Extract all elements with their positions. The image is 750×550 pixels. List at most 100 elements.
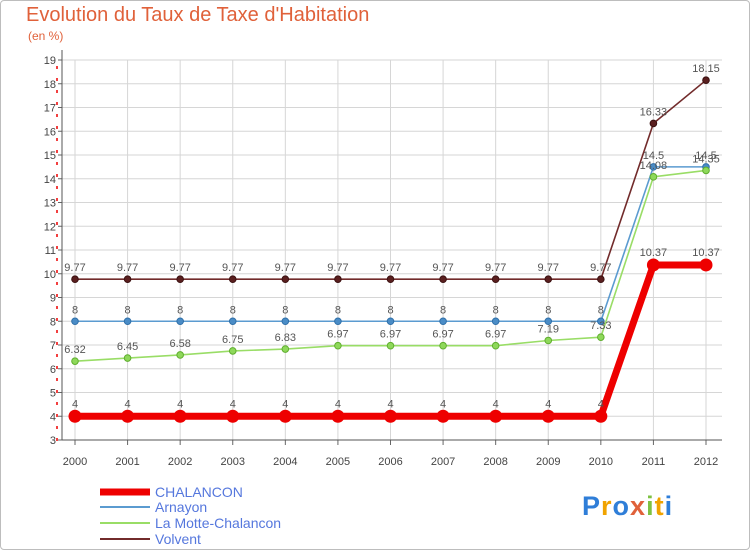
data-point-arnayon — [544, 317, 553, 326]
x-tick-label: 2004 — [273, 456, 297, 468]
x-tick-label: 2001 — [115, 456, 139, 468]
data-point-volvent — [123, 275, 132, 284]
data-point-arnayon — [597, 317, 605, 326]
logo-letter: r — [601, 491, 613, 521]
data-point-arnayon — [649, 163, 658, 171]
data-point-volvent — [334, 275, 342, 284]
data-label-chalancon: 4 — [493, 398, 499, 410]
data-point-la-motte-chalancon — [491, 341, 500, 350]
data-point-arnayon — [71, 317, 79, 326]
data-point-arnayon — [386, 317, 395, 326]
data-point-volvent — [439, 275, 447, 284]
data-point-chalancon — [646, 258, 660, 272]
data-point-la-motte-chalancon — [281, 345, 290, 353]
data-label-chalancon: 4 — [335, 398, 341, 410]
data-point-chalancon — [436, 409, 450, 423]
logo-letter: t — [654, 491, 665, 521]
data-point-la-motte-chalancon — [123, 354, 132, 362]
data-point-volvent — [702, 76, 710, 84]
data-label-la-motte-chalancon: 6.97 — [380, 329, 401, 341]
y-tick-label: 10 — [44, 269, 56, 281]
data-label-arnayon: 8 — [545, 304, 551, 316]
data-label-arnayon: 14.5 — [643, 150, 664, 162]
data-label-chalancon: 10.37 — [692, 247, 720, 259]
data-label-arnayon: 8 — [335, 304, 341, 316]
data-label-la-motte-chalancon: 6.45 — [117, 341, 138, 353]
logo-letter: P — [582, 491, 602, 521]
data-point-arnayon — [334, 317, 342, 326]
data-point-chalancon — [121, 409, 135, 423]
data-label-la-motte-chalancon: 6.32 — [64, 344, 85, 356]
data-label-arnayon: 14.5 — [695, 150, 716, 162]
data-label-volvent: 9.77 — [590, 262, 611, 274]
data-point-volvent — [597, 275, 605, 284]
data-label-arnayon: 8 — [440, 304, 446, 316]
data-point-chalancon — [173, 409, 187, 423]
data-label-volvent: 9.77 — [169, 262, 190, 274]
data-label-chalancon: 10.37 — [640, 247, 668, 259]
x-tick-label: 2003 — [221, 456, 245, 468]
data-label-arnayon: 8 — [125, 304, 131, 316]
data-point-la-motte-chalancon — [228, 347, 237, 355]
y-tick-label: 7 — [50, 340, 56, 352]
data-point-chalancon — [489, 409, 503, 423]
y-tick-label: 12 — [44, 221, 56, 233]
data-label-arnayon: 8 — [177, 304, 183, 316]
legend-label-volvent: Volvent — [155, 531, 201, 547]
data-point-volvent — [386, 275, 395, 284]
x-tick-label: 2009 — [536, 456, 560, 468]
data-point-volvent — [491, 275, 500, 284]
data-point-arnayon — [281, 317, 290, 326]
x-tick-label: 2007 — [431, 456, 455, 468]
data-point-chalancon — [699, 258, 713, 272]
y-tick-label: 5 — [50, 388, 56, 400]
data-point-volvent — [649, 119, 658, 128]
x-tick-label: 2002 — [168, 456, 192, 468]
data-label-volvent: 16.33 — [640, 106, 668, 118]
data-label-volvent: 9.77 — [432, 262, 453, 274]
y-tick-label: 15 — [44, 150, 56, 162]
data-label-chalancon: 4 — [387, 398, 393, 410]
y-tick-label: 14 — [44, 174, 56, 186]
data-point-la-motte-chalancon — [649, 173, 658, 181]
proxiti-logo: Proxiti — [582, 491, 673, 522]
y-tick-label: 3 — [50, 435, 56, 447]
data-label-volvent: 9.77 — [327, 262, 348, 274]
data-label-volvent: 18.15 — [692, 63, 720, 75]
data-label-volvent: 9.77 — [64, 262, 85, 274]
data-point-chalancon — [226, 409, 240, 423]
data-point-volvent — [281, 275, 290, 284]
data-label-chalancon: 4 — [177, 398, 183, 410]
data-point-arnayon — [176, 317, 184, 326]
data-label-arnayon: 8 — [387, 304, 393, 316]
data-label-la-motte-chalancon: 7.33 — [590, 320, 611, 332]
x-tick-label: 2011 — [642, 456, 666, 468]
y-tick-label: 11 — [45, 245, 56, 257]
data-point-la-motte-chalancon — [597, 333, 605, 341]
data-point-arnayon — [123, 317, 132, 326]
data-label-arnayon: 8 — [72, 304, 78, 316]
data-label-la-motte-chalancon: 14.35 — [692, 153, 720, 165]
data-label-chalancon: 4 — [545, 398, 551, 410]
data-point-volvent — [176, 275, 184, 284]
data-label-arnayon: 8 — [598, 304, 604, 316]
data-label-la-motte-chalancon: 6.75 — [222, 334, 243, 346]
data-point-la-motte-chalancon — [334, 341, 342, 350]
x-tick-label: 2006 — [378, 456, 402, 468]
data-point-chalancon — [594, 409, 608, 423]
data-label-arnayon: 8 — [230, 304, 236, 316]
data-label-chalancon: 4 — [282, 398, 288, 410]
legend-label-arnayon: Arnayon — [155, 499, 207, 515]
y-tick-label: 17 — [44, 103, 56, 115]
data-label-chalancon: 4 — [72, 398, 78, 410]
data-label-la-motte-chalancon: 6.97 — [432, 329, 453, 341]
y-tick-label: 8 — [50, 316, 56, 328]
data-point-chalancon — [331, 409, 345, 423]
data-point-la-motte-chalancon — [544, 336, 553, 345]
data-label-chalancon: 4 — [125, 398, 131, 410]
logo-letter: x — [630, 491, 647, 521]
data-label-volvent: 9.77 — [485, 262, 506, 274]
data-label-volvent: 9.77 — [117, 262, 138, 274]
data-label-chalancon: 4 — [230, 398, 236, 410]
data-point-volvent — [228, 275, 237, 284]
